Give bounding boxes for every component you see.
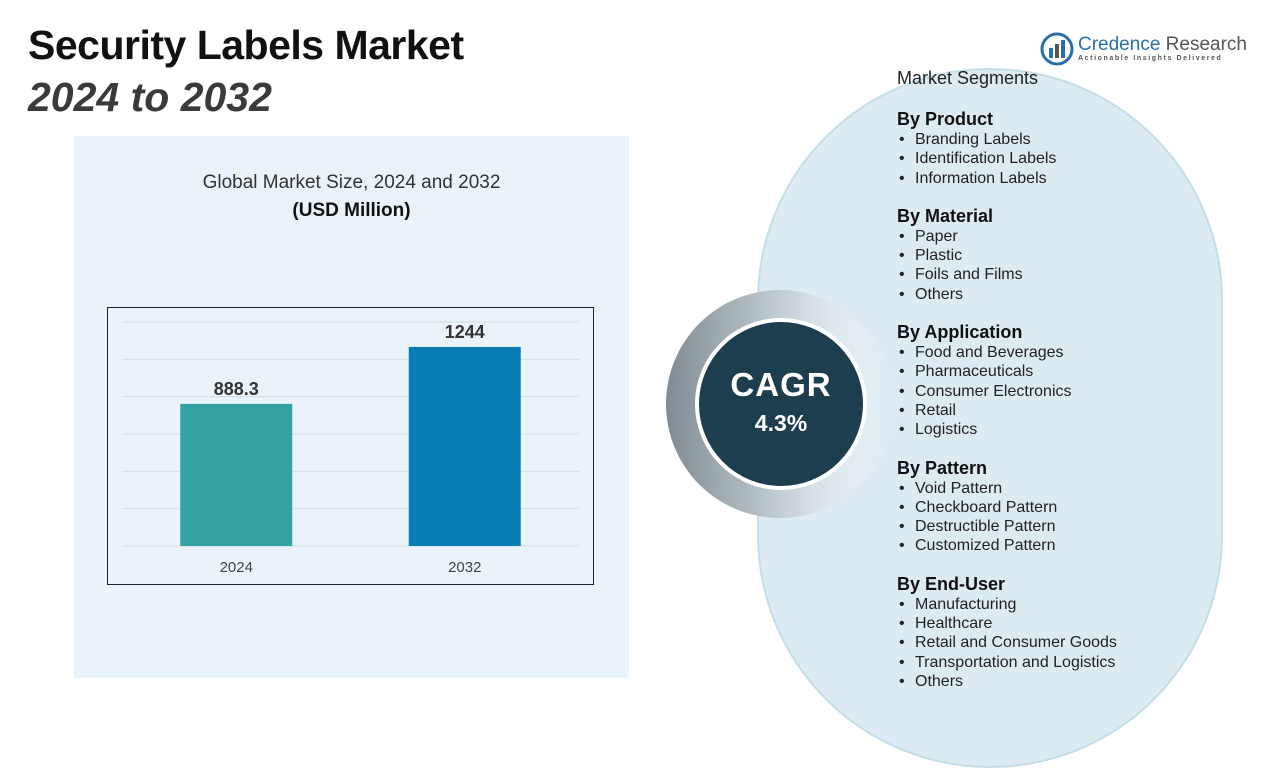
- segment-item: Others: [897, 285, 1217, 305]
- plot-area: 888.3 2024 1244 2032: [107, 307, 594, 585]
- market-segments: Market Segments By Product Branding Labe…: [897, 66, 1217, 708]
- segment-group-title: By Product: [897, 109, 994, 129]
- cagr-label: CAGR: [730, 366, 832, 403]
- segment-group-title: By Pattern: [897, 457, 988, 478]
- segment-item: Others: [897, 672, 1217, 692]
- data-label: 1244: [445, 322, 485, 342]
- bar-chart: 888.3 2024 1244 2032: [122, 321, 579, 576]
- segment-item: Information Labels: [897, 169, 1217, 189]
- segment-item: Foils and Films: [897, 265, 1217, 285]
- segment-item: Transportation and Logistics: [897, 653, 1217, 673]
- bar-2024: [180, 403, 293, 546]
- segment-item: Branding Labels: [897, 130, 1217, 150]
- segment-group-title: By Application: [897, 322, 1023, 343]
- segment-group-product: By Product Branding Labels Identificatio…: [897, 108, 1217, 188]
- segment-item: Healthcare: [897, 614, 1217, 634]
- segment-item: Logistics: [897, 420, 1217, 440]
- chart-panel: Global Market Size, 2024 and 2032 (USD M…: [74, 136, 629, 678]
- bar-2032: [408, 346, 521, 546]
- logo-brand-primary: Credence: [1078, 34, 1161, 55]
- segment-item: Paper: [897, 227, 1217, 247]
- segment-item: Customized Pattern: [897, 536, 1217, 556]
- logo-chart-icon: [1040, 32, 1074, 66]
- segment-item: Manufacturing: [897, 595, 1217, 615]
- segment-item: Consumer Electronics: [897, 382, 1217, 402]
- page-subtitle: 2024 to 2032: [28, 74, 272, 120]
- chart-unit: (USD Million): [292, 200, 411, 221]
- segment-group-application: By Application Food and Beverages Pharma…: [897, 321, 1217, 440]
- cagr-value: 4.3%: [754, 410, 808, 436]
- segment-item: Retail: [897, 401, 1217, 421]
- segment-item: Destructible Pattern: [897, 517, 1217, 537]
- segment-item: Plastic: [897, 246, 1217, 266]
- cagr-badge: CAGR 4.3%: [695, 318, 867, 490]
- page-title: Security Labels Market: [28, 22, 464, 68]
- chart-title: Global Market Size, 2024 and 2032: [202, 172, 501, 193]
- logo-brand-secondary: Research: [1165, 34, 1247, 55]
- segment-group-pattern: By Pattern Void Pattern Checkboard Patte…: [897, 457, 1217, 556]
- x-tick-label: 2024: [220, 559, 253, 576]
- logo-tagline: Actionable Insights Delivered: [1078, 55, 1223, 62]
- segments-heading: Market Segments: [897, 68, 1039, 88]
- brand-logo: Credence Research Actionable Insights De…: [1040, 32, 1260, 68]
- segment-item: Pharmaceuticals: [897, 362, 1217, 382]
- segment-group-title: By Material: [897, 205, 994, 226]
- segment-item: Void Pattern: [897, 479, 1217, 499]
- x-tick-label: 2032: [448, 559, 481, 576]
- segment-group-title: By End-User: [897, 573, 1006, 594]
- data-label: 888.3: [214, 379, 259, 399]
- segment-group-material: By Material Paper Plastic Foils and Film…: [897, 205, 1217, 304]
- segment-item: Food and Beverages: [897, 343, 1217, 363]
- segment-item: Checkboard Pattern: [897, 498, 1217, 518]
- segment-item: Retail and Consumer Goods: [897, 633, 1217, 653]
- segment-group-end-user: By End-User Manufacturing Healthcare Ret…: [897, 573, 1217, 692]
- logo-wordmark: Credence Research: [1078, 34, 1247, 56]
- segment-item: Identification Labels: [897, 149, 1217, 169]
